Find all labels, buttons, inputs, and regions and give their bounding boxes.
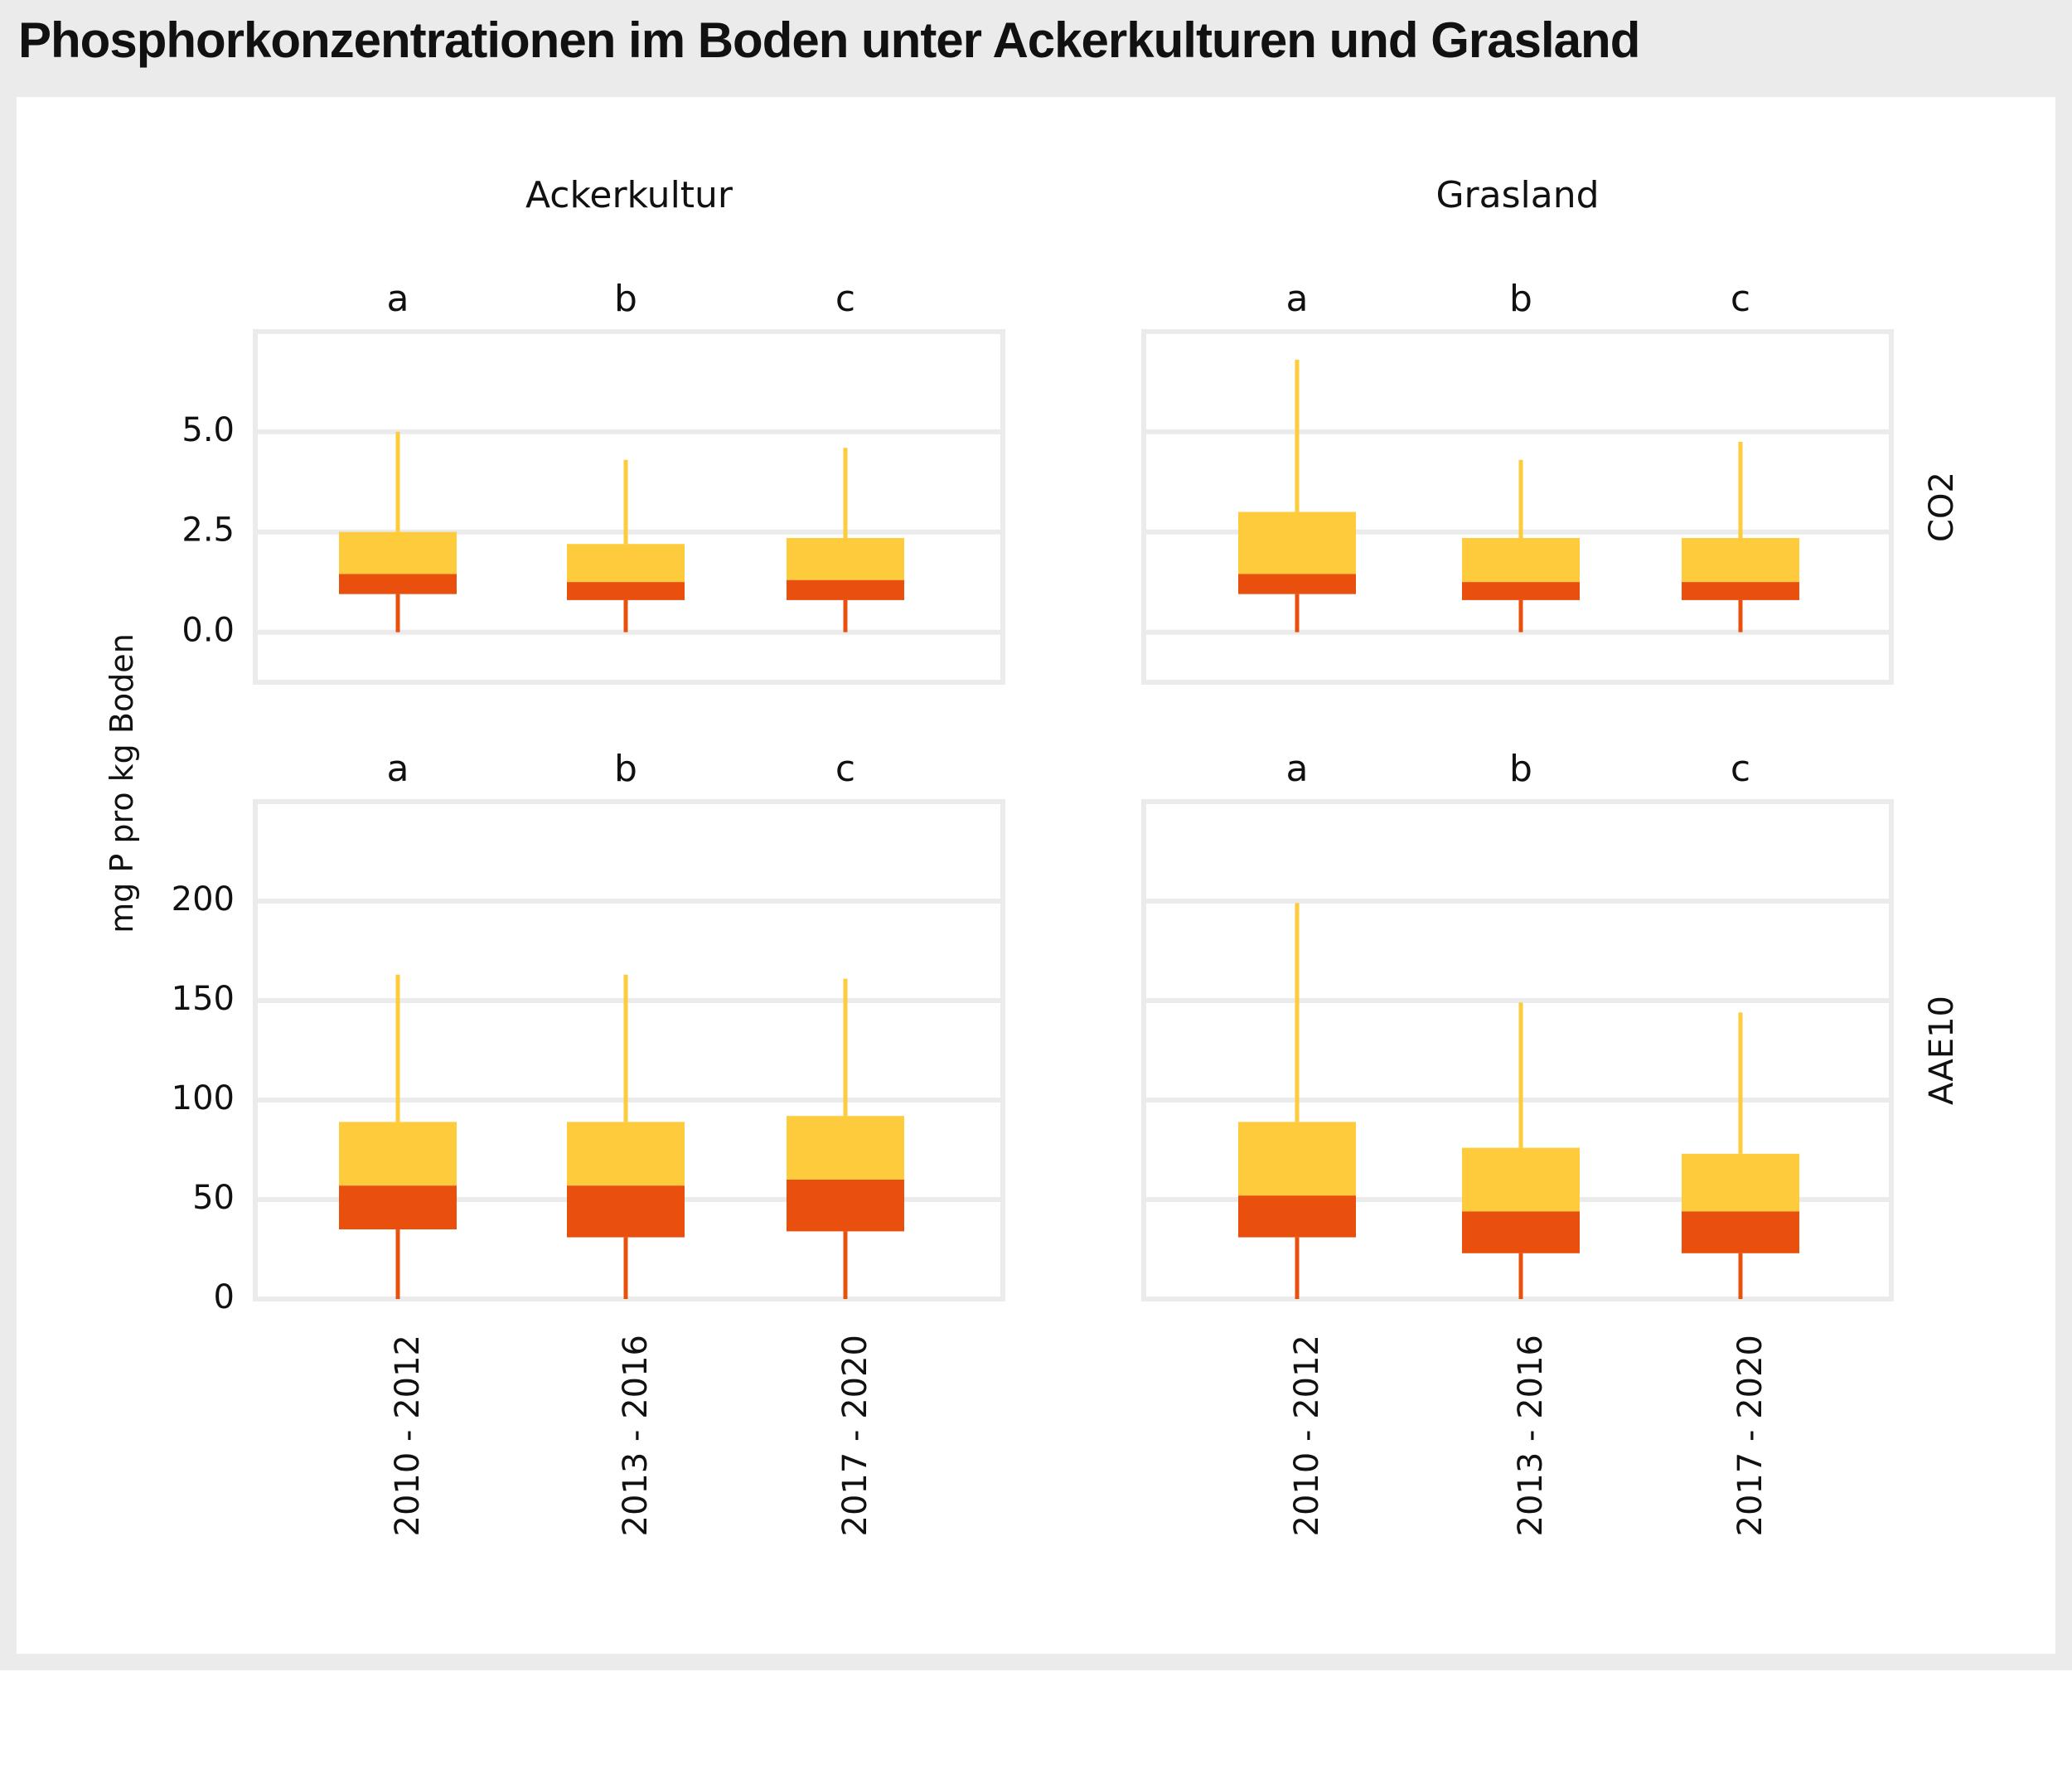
page-title: Phosphorkonzentrationen im Boden unter A…: [18, 12, 1640, 68]
significance-letter: a: [1286, 748, 1309, 790]
box-upper-half: [567, 1122, 685, 1186]
box-upper-half: [1462, 537, 1580, 583]
y-tick-label: 150: [172, 980, 235, 1018]
y-tick-label: 200: [172, 880, 235, 919]
box-upper-half: [567, 544, 685, 583]
column-header-1: Grasland: [1435, 174, 1599, 216]
significance-letter: c: [1731, 278, 1750, 320]
x-tick-label: 2010 - 2012: [1288, 1335, 1326, 1536]
column-header-0: Ackerkultur: [525, 174, 733, 216]
box-lower-half: [567, 582, 685, 600]
x-tick-label: 2010 - 2012: [389, 1335, 427, 1536]
box-upper-half: [1682, 1153, 1799, 1212]
x-tick-label: 2013 - 2016: [617, 1335, 655, 1536]
box-lower-half: [787, 579, 904, 600]
y-tick-label: 50: [192, 1179, 235, 1217]
box-upper-half: [1462, 1147, 1580, 1212]
significance-letter: b: [614, 748, 637, 790]
significance-letter: a: [387, 278, 409, 320]
y-tick-label: 100: [172, 1079, 235, 1117]
row-strip-label-1: AAE10: [1923, 996, 1961, 1105]
y-tick-label: 0: [214, 1278, 235, 1316]
y-tick-label: 2.5: [182, 511, 235, 550]
x-tick-label: 2017 - 2020: [1731, 1335, 1769, 1536]
row-strip-label-0: CO2: [1923, 472, 1961, 542]
box-upper-half: [787, 1116, 904, 1180]
box-upper-half: [787, 537, 904, 580]
box-upper-half: [339, 531, 457, 574]
significance-letter: b: [1509, 748, 1532, 790]
significance-letter: c: [1731, 748, 1750, 790]
box-lower-half: [787, 1180, 904, 1232]
significance-letter: c: [835, 748, 855, 790]
box-upper-half: [1238, 1122, 1356, 1196]
box-lower-half: [1682, 1211, 1799, 1253]
title-band: Phosphorkonzentrationen im Boden unter A…: [0, 0, 2072, 95]
box-upper-half: [1682, 537, 1799, 583]
panel-frame: [1141, 329, 1894, 685]
box-lower-half: [567, 1185, 685, 1238]
chart-card: [17, 97, 2055, 1654]
box-lower-half: [1462, 1211, 1580, 1253]
significance-letter: b: [1509, 278, 1532, 320]
y-tick-label: 0.0: [182, 612, 235, 650]
significance-letter: c: [835, 278, 855, 320]
significance-letter: b: [614, 278, 637, 320]
y-axis-label: mg P pro kg Boden: [104, 633, 140, 933]
significance-letter: a: [387, 748, 409, 790]
box-lower-half: [1238, 1195, 1356, 1238]
x-tick-label: 2013 - 2016: [1512, 1335, 1550, 1536]
y-tick-label: 5.0: [182, 411, 235, 449]
box-lower-half: [1682, 582, 1799, 600]
box-lower-half: [339, 574, 457, 594]
panel-frame: [253, 329, 1005, 685]
chart-frame: [0, 95, 2072, 1670]
box-upper-half: [339, 1122, 457, 1186]
x-tick-label: 2017 - 2020: [836, 1335, 874, 1536]
box-lower-half: [1238, 574, 1356, 594]
box-lower-half: [1462, 582, 1580, 600]
box-lower-half: [339, 1185, 457, 1229]
box-upper-half: [1238, 511, 1356, 574]
significance-letter: a: [1286, 278, 1309, 320]
